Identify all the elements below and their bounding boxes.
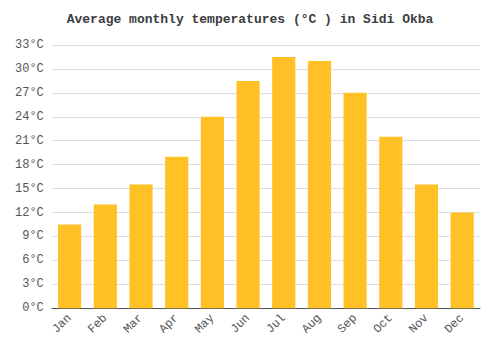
svg-text:Jun: Jun bbox=[228, 311, 253, 336]
svg-text:12°C: 12°C bbox=[15, 206, 44, 220]
svg-text:15°C: 15°C bbox=[15, 182, 44, 196]
svg-text:27°C: 27°C bbox=[15, 86, 44, 100]
svg-text:Dec: Dec bbox=[442, 311, 467, 336]
svg-text:Feb: Feb bbox=[85, 311, 110, 336]
svg-text:Oct: Oct bbox=[371, 311, 396, 336]
svg-text:24°C: 24°C bbox=[15, 110, 44, 124]
svg-text:Average monthly temperatures (: Average monthly temperatures (°C ) in Si… bbox=[67, 12, 434, 27]
svg-text:Sep: Sep bbox=[335, 311, 360, 336]
svg-text:0°C: 0°C bbox=[22, 301, 44, 315]
svg-text:Apr: Apr bbox=[156, 311, 181, 336]
svg-text:Aug: Aug bbox=[299, 311, 324, 336]
svg-text:18°C: 18°C bbox=[15, 158, 44, 172]
svg-text:3°C: 3°C bbox=[22, 277, 44, 291]
svg-text:21°C: 21°C bbox=[15, 134, 44, 148]
svg-text:Jan: Jan bbox=[49, 311, 74, 336]
svg-text:Mar: Mar bbox=[121, 311, 146, 336]
svg-text:Jul: Jul bbox=[264, 311, 289, 336]
svg-text:9°C: 9°C bbox=[22, 229, 44, 243]
svg-text:30°C: 30°C bbox=[15, 62, 44, 76]
svg-text:6°C: 6°C bbox=[22, 253, 44, 267]
svg-text:Nov: Nov bbox=[406, 311, 431, 336]
svg-text:May: May bbox=[192, 311, 217, 336]
svg-text:33°C: 33°C bbox=[15, 38, 44, 52]
